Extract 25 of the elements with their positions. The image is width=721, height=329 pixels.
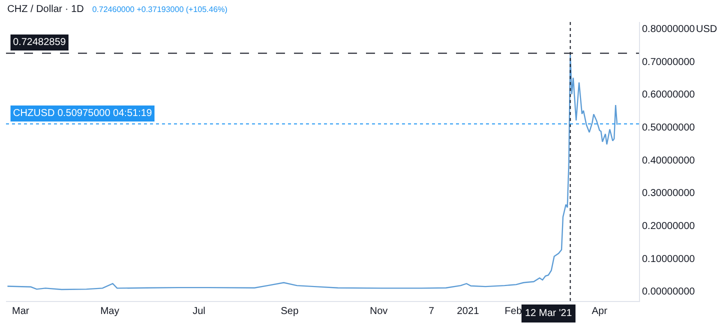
y-tick-label: 0.00000000 — [642, 286, 696, 298]
x-tick-label: Feb — [504, 306, 522, 317]
y-tick-label: 0.50000000 — [642, 122, 696, 134]
ref-line-label: 0.72482859 — [13, 37, 66, 48]
x-tick-label: Jul — [192, 306, 206, 317]
x-tick-label: Apr — [592, 306, 608, 317]
chart-title: CHZ / Dollar · 1D — [7, 4, 84, 15]
x-tick-label: 2021 — [456, 306, 480, 317]
chart-subtitle: 0.72460000 +0.37193000 (+105.46%) — [92, 4, 228, 14]
y-tick-label: 0.70000000 — [642, 56, 696, 68]
x-tick-label: May — [100, 306, 120, 317]
x-tick-label: Sep — [280, 306, 299, 317]
y-tick-label: 0.10000000 — [642, 254, 696, 265]
y-tick-label: 0.80000000 — [642, 24, 696, 36]
ref-line-label: 12 Mar '21 — [525, 308, 572, 319]
x-tick-label: Nov — [370, 306, 388, 317]
y-tick-label: 0.30000000 — [642, 188, 696, 200]
line-series — [6, 54, 618, 290]
x-tick-label: 7 — [428, 306, 435, 317]
y-tick-label: 0.60000000 — [642, 90, 696, 101]
y-tick-label: 0.20000000 — [642, 221, 696, 232]
x-tick-label: Mar — [12, 306, 30, 317]
text: USD — [696, 24, 718, 35]
y-tick-label: 0.40000000 — [642, 155, 696, 166]
ref-line-label: CHZUSD 0.50975000 04:51:19 — [13, 108, 152, 119]
